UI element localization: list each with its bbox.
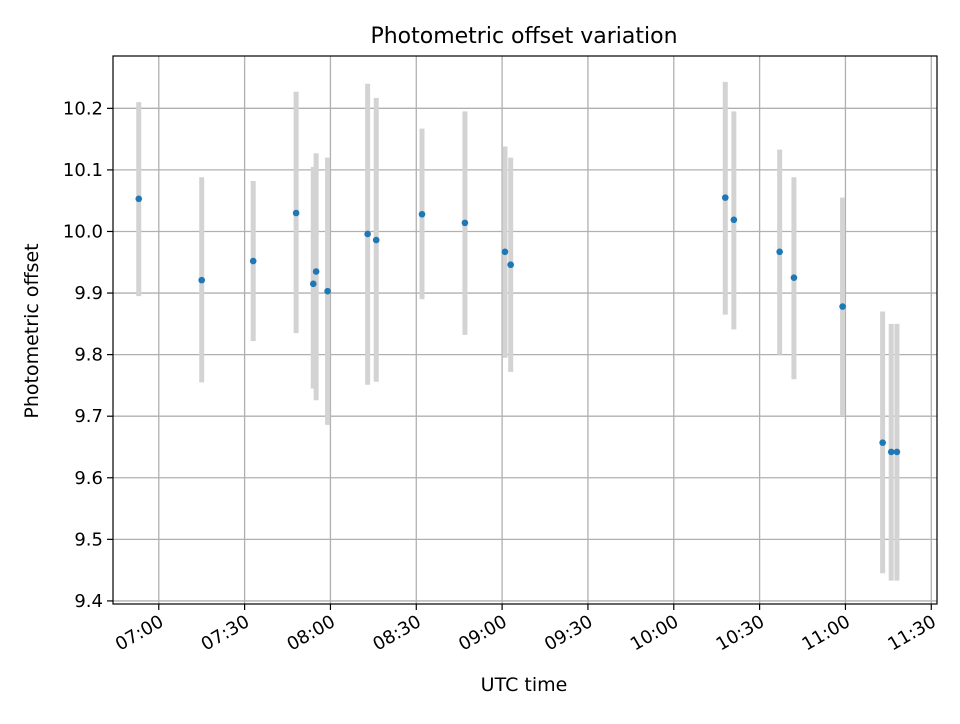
data-point (893, 448, 901, 456)
data-point (324, 287, 331, 295)
data-point (839, 303, 846, 310)
y-tick-label: 9.8 (74, 345, 103, 366)
y-tick-label: 9.4 (74, 591, 103, 612)
x-axis-label: UTC time (481, 674, 568, 696)
x-tick-label: 09:00 (455, 611, 510, 655)
x-tick-label: 08:30 (369, 611, 424, 655)
error-bars (136, 81, 900, 581)
y-axis-ticks: 9.4 9.5 9.6 9.7 9.8 9.9 10.0 10.1 10.2 (63, 98, 113, 612)
grid-lines (113, 56, 937, 604)
x-tick-label: 10:00 (627, 611, 682, 655)
y-tick-label: 9.9 (74, 283, 103, 304)
x-tick-label: 08:00 (284, 611, 339, 655)
data-point (364, 230, 371, 238)
data-point (501, 248, 509, 256)
x-tick-label: 11:00 (799, 611, 854, 655)
x-tick-label: 07:30 (198, 611, 253, 655)
data-point (879, 439, 886, 446)
data-point (461, 219, 469, 227)
data-point (776, 248, 783, 256)
data-point (887, 448, 895, 456)
data-point (135, 195, 143, 203)
y-tick-label: 9.6 (74, 468, 103, 489)
y-tick-label: 9.5 (74, 529, 103, 550)
x-tick-label: 11:30 (884, 611, 939, 655)
data-point (507, 261, 514, 269)
data-point (418, 210, 426, 218)
data-point (730, 216, 738, 224)
data-point (309, 280, 317, 288)
x-tick-label: 10:30 (713, 611, 768, 655)
y-tick-label: 10.2 (63, 98, 103, 119)
data-point (721, 194, 729, 201)
data-point (790, 274, 798, 281)
y-axis-label: Photometric offset (21, 243, 43, 418)
y-tick-label: 9.7 (74, 406, 103, 427)
plot-frame (112, 55, 938, 605)
y-tick-label: 10.1 (63, 160, 103, 181)
chart-title: Photometric offset variation (370, 24, 677, 49)
data-points (135, 194, 901, 456)
data-point (198, 276, 205, 284)
data-point (312, 268, 320, 275)
y-tick-label: 10.0 (63, 221, 103, 242)
data-point (292, 209, 300, 217)
data-point (249, 257, 257, 265)
x-tick-label: 09:30 (541, 611, 596, 655)
data-point (372, 236, 380, 244)
x-axis-ticks: 07:00 07:30 08:00 08:30 09:00 09:30 10:00 10:30… (112, 604, 940, 655)
x-tick-label: 07:00 (112, 611, 167, 655)
